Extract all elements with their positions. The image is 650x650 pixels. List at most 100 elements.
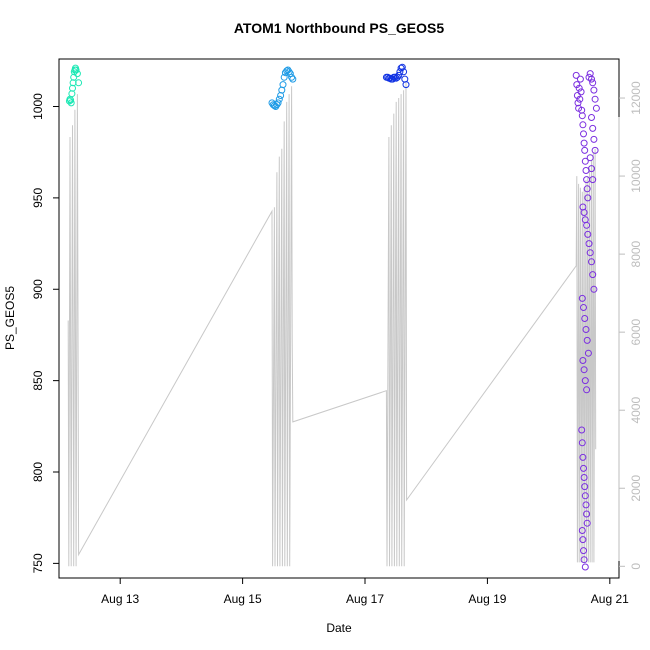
data-point	[580, 464, 587, 472]
altitude-line	[67, 82, 597, 567]
data-point	[391, 73, 399, 81]
data-point	[580, 556, 588, 564]
x-tick-label: Aug 21	[591, 592, 629, 606]
y2-axis: 0 2000 4000 6000 8000 10000 12000	[619, 81, 643, 570]
data-point	[584, 349, 592, 357]
data-point	[578, 439, 586, 447]
data-point	[583, 510, 591, 518]
data-point	[402, 81, 410, 89]
y2-tick-label: 10000	[629, 159, 643, 193]
data-point	[589, 79, 597, 87]
data-point	[572, 71, 580, 79]
data-point	[580, 304, 587, 311]
data-point	[581, 483, 589, 491]
data-point	[579, 536, 587, 544]
data-point	[583, 519, 591, 527]
data-point	[579, 453, 587, 461]
data-point	[589, 176, 597, 184]
data-point	[67, 96, 75, 104]
y-tick-label: 900	[31, 279, 45, 299]
data-point	[286, 70, 294, 78]
data-point	[581, 157, 589, 165]
data-point	[580, 209, 588, 216]
data-point	[401, 75, 409, 83]
data-point	[591, 146, 599, 154]
series-4	[572, 70, 600, 571]
data-point	[274, 99, 282, 107]
data-point	[578, 527, 586, 534]
data-point	[580, 474, 588, 481]
y-tick-label: 800	[31, 462, 45, 482]
data-point	[575, 84, 583, 92]
x-tick-label: Aug 17	[346, 592, 384, 606]
points-layer	[65, 63, 600, 571]
data-point	[67, 99, 75, 107]
y2-tick-label: 6000	[629, 318, 643, 345]
data-point	[584, 230, 592, 238]
data-point	[590, 285, 598, 293]
data-point	[576, 75, 584, 83]
x-axis-label: Date	[326, 621, 352, 635]
data-point	[581, 315, 589, 322]
y2-tick-label: 2000	[629, 475, 643, 502]
data-point	[589, 124, 597, 132]
data-point	[578, 294, 586, 302]
data-point	[580, 366, 588, 374]
data-point	[278, 86, 286, 94]
y-axis: 750 800 850 900 950 1000	[31, 93, 59, 573]
x-axis: Aug 13 Aug 15 Aug 17 Aug 19 Aug 21	[101, 578, 629, 606]
data-point	[581, 377, 589, 385]
chart-title: ATOM1 Northbound PS_GEOS5	[234, 20, 444, 36]
y-tick-label: 850	[31, 370, 45, 390]
data-point	[581, 563, 589, 571]
data-point	[279, 81, 287, 89]
data-point	[588, 75, 595, 83]
data-point	[577, 88, 585, 96]
data-point	[585, 240, 593, 248]
data-point	[590, 135, 598, 143]
data-point	[398, 63, 406, 71]
data-point	[588, 258, 595, 266]
data-point	[289, 75, 297, 83]
y-axis-label: PS_GEOS5	[3, 286, 17, 350]
x-tick-label: Aug 19	[468, 592, 506, 606]
data-point	[400, 68, 408, 76]
y2-tick-label: 4000	[629, 397, 643, 424]
data-point	[586, 249, 594, 257]
y2-tick-label: 8000	[629, 240, 643, 267]
data-point	[579, 357, 587, 364]
data-point	[584, 194, 592, 202]
data-point	[579, 121, 587, 129]
data-point	[285, 68, 293, 76]
data-point	[578, 426, 586, 434]
data-point	[588, 165, 595, 173]
y2-tick-label: 12000	[629, 81, 643, 115]
y-tick-label: 950	[31, 188, 45, 208]
data-point	[582, 501, 590, 509]
data-point	[582, 326, 590, 333]
data-point	[284, 66, 292, 74]
data-point	[393, 73, 401, 81]
data-point	[583, 386, 591, 394]
data-point	[592, 104, 600, 112]
data-point	[275, 95, 283, 103]
series-2	[268, 66, 297, 110]
data-point	[573, 81, 581, 89]
data-point	[583, 336, 591, 344]
plot-frame	[58, 58, 620, 579]
data-point	[591, 95, 599, 103]
data-point	[75, 79, 83, 87]
data-point	[586, 154, 594, 162]
series-3	[382, 63, 410, 89]
data-point	[576, 95, 584, 103]
data-point	[272, 103, 280, 110]
data-point	[581, 146, 589, 154]
data-point	[580, 130, 587, 138]
x-tick-label: Aug 15	[224, 592, 262, 606]
data-point	[580, 547, 587, 555]
data-point	[589, 271, 597, 279]
data-point	[288, 73, 296, 81]
y-tick-label: 1000	[31, 93, 45, 120]
data-point	[583, 176, 591, 184]
